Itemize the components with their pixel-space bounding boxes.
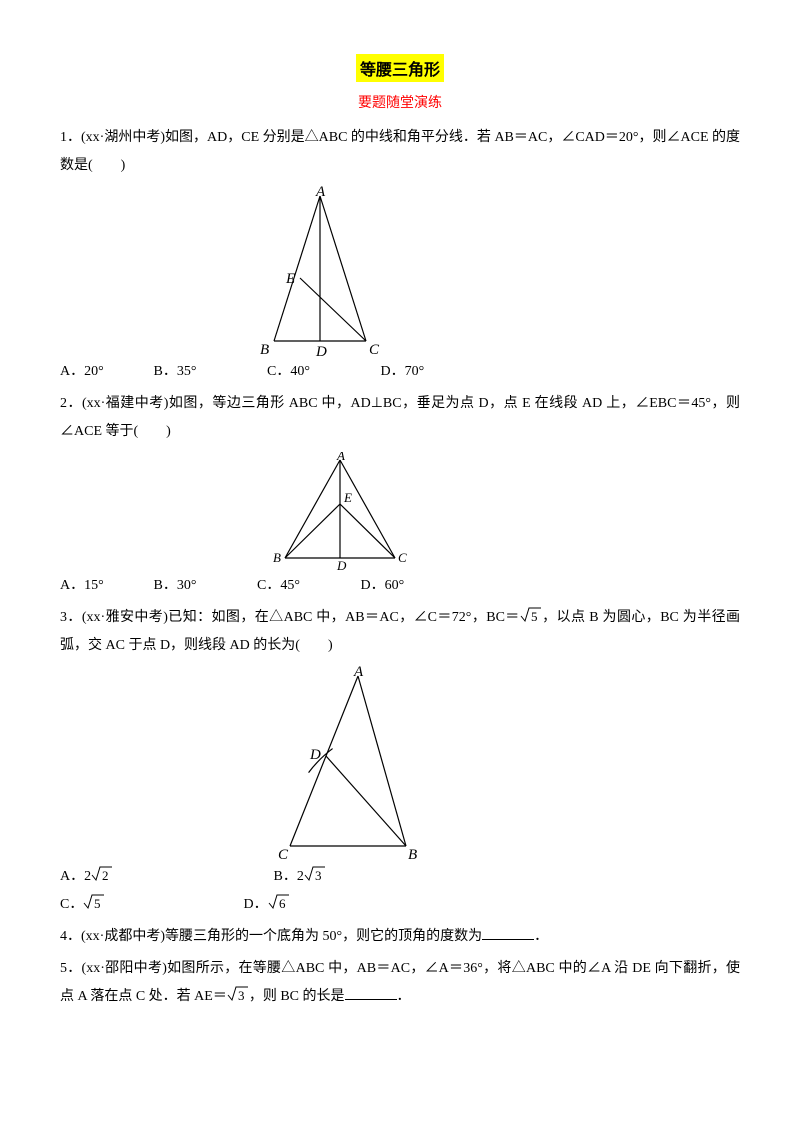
- q3-options-row1: A．2 2 B．2 3: [60, 863, 740, 891]
- q3-option-c: C． 5: [60, 891, 240, 919]
- figure-2: A B C D E: [270, 452, 740, 570]
- svg-text:A: A: [336, 452, 345, 463]
- figure-3: A B C D: [260, 666, 740, 861]
- svg-text:3: 3: [238, 988, 245, 1003]
- sqrt-icon: 2: [91, 865, 113, 883]
- svg-text:5: 5: [94, 896, 101, 911]
- svg-text:A: A: [353, 666, 364, 680]
- q2-options: A．15° B．30° C．45° D．60°: [60, 572, 740, 600]
- sqrt-icon: 6: [268, 893, 290, 911]
- question-2: 2．(xx·福建中考)如图，等边三角形 ABC 中，AD⊥BC，垂足为点 D，点…: [60, 390, 740, 446]
- title-wrap: 等腰三角形: [60, 54, 740, 82]
- svg-text:B: B: [260, 342, 269, 356]
- q3-d-pre: D．: [244, 897, 268, 912]
- q3-options-row2: C． 5 D． 6: [60, 891, 740, 919]
- sqrt-icon: 5: [83, 893, 105, 911]
- q1-option-a: A．20°: [60, 358, 150, 386]
- q3-number: 3．: [60, 610, 82, 625]
- q1-text: (xx·湖州中考)如图，AD，CE 分别是△ABC 的中线和角平分线．若 AB＝…: [60, 130, 740, 173]
- q3-a-pre: A．2: [60, 869, 91, 884]
- figure-1: A B C D E: [240, 186, 740, 356]
- svg-text:B: B: [273, 550, 281, 565]
- svg-text:A: A: [315, 186, 326, 200]
- q5-number: 5．: [60, 961, 82, 976]
- q5-text-b: ，则 BC 的长是: [249, 989, 345, 1004]
- q3-option-b: B．2 3: [274, 863, 326, 891]
- svg-text:B: B: [408, 847, 417, 861]
- q1-option-c: C．40°: [267, 358, 377, 386]
- q2-number: 2．: [60, 396, 82, 411]
- question-3: 3．(xx·雅安中考)已知：如图，在△ABC 中，AB＝AC，∠C＝72°，BC…: [60, 604, 740, 660]
- q3-sqrt1: 5: [520, 610, 542, 625]
- q2-option-a: A．15°: [60, 572, 150, 600]
- q2-option-d: D．60°: [361, 572, 405, 600]
- svg-text:D: D: [315, 344, 327, 356]
- svg-text:2: 2: [102, 868, 109, 883]
- q1-number: 1．: [60, 130, 81, 145]
- svg-text:E: E: [343, 490, 352, 505]
- q3-option-a: A．2 2: [60, 863, 270, 891]
- question-5: 5．(xx·邵阳中考)如图所示，在等腰△ABC 中，AB＝AC，∠A＝36°，将…: [60, 955, 740, 1011]
- q2-option-b: B．30°: [154, 572, 254, 600]
- svg-text:3: 3: [315, 868, 322, 883]
- question-4: 4．(xx·成都中考)等腰三角形的一个底角为 50°，则它的顶角的度数为 ．: [60, 923, 740, 951]
- q3-c-pre: C．: [60, 897, 83, 912]
- q4-text-a: (xx·成都中考)等腰三角形的一个底角为 50°，则它的顶角的度数为: [81, 929, 482, 944]
- fill-blank: [482, 927, 534, 940]
- q3-option-d: D． 6: [244, 891, 290, 919]
- svg-text:6: 6: [279, 896, 286, 911]
- q1-option-d: D．70°: [381, 358, 425, 386]
- q2-option-c: C．45°: [257, 572, 357, 600]
- q1-option-b: B．35°: [154, 358, 264, 386]
- svg-text:5: 5: [531, 609, 538, 624]
- sqrt-icon: 3: [227, 985, 249, 1003]
- svg-text:D: D: [336, 558, 347, 570]
- q2-text: (xx·福建中考)如图，等边三角形 ABC 中，AD⊥BC，垂足为点 D，点 E…: [60, 396, 740, 439]
- triangle-3-svg: A B C D: [260, 666, 420, 861]
- svg-text:C: C: [278, 847, 289, 861]
- question-1: 1．(xx·湖州中考)如图，AD，CE 分别是△ABC 的中线和角平分线．若 A…: [60, 124, 740, 180]
- q3-text-a: (xx·雅安中考)已知：如图，在△ABC 中，AB＝AC，∠C＝72°，BC＝: [82, 610, 520, 625]
- fill-blank: [345, 987, 397, 1000]
- triangle-1-svg: A B C D E: [240, 186, 385, 356]
- q5-text-c: ．: [397, 989, 411, 1004]
- svg-text:C: C: [398, 550, 407, 565]
- triangle-2-svg: A B C D E: [270, 452, 410, 570]
- subtitle: 要题随堂演练: [60, 92, 740, 112]
- q1-options: A．20° B．35° C．40° D．70°: [60, 358, 740, 386]
- svg-text:E: E: [285, 271, 295, 287]
- q4-number: 4．: [60, 929, 81, 944]
- page: 等腰三角形 要题随堂演练 1．(xx·湖州中考)如图，AD，CE 分别是△ABC…: [0, 0, 800, 1055]
- q4-text-b: ．: [534, 929, 548, 944]
- svg-text:D: D: [309, 747, 321, 763]
- q3-b-pre: B．2: [274, 869, 304, 884]
- page-title: 等腰三角形: [356, 54, 444, 82]
- svg-text:C: C: [369, 342, 380, 356]
- sqrt-icon: 3: [304, 865, 326, 883]
